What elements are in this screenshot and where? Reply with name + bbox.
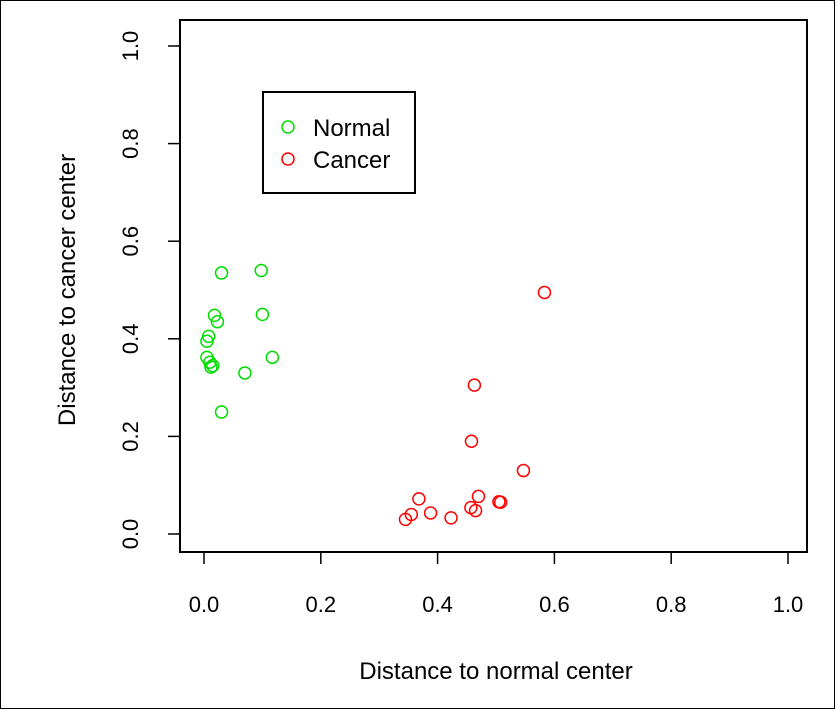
- point-cancer: [444, 511, 458, 525]
- point-normal: [206, 358, 220, 373]
- point-normal: [265, 350, 280, 365]
- legend: Normal Cancer: [262, 91, 416, 194]
- point-cancer: [471, 489, 486, 504]
- point-cancer: [537, 285, 552, 300]
- legend-box: [262, 91, 416, 194]
- y-tick-label: 0.8: [118, 128, 143, 159]
- point-normal: [238, 366, 252, 380]
- x-axis-title: Distance to normal center: [359, 658, 632, 685]
- point-normal: [214, 266, 229, 280]
- y-tick-label: 0.4: [118, 324, 143, 355]
- point-cancer: [516, 463, 531, 478]
- point-normal: [204, 360, 218, 374]
- point-cancer: [467, 378, 482, 392]
- x-tick-label: 0.2: [306, 592, 337, 617]
- legend-marker-normal: [281, 120, 295, 134]
- point-normal: [207, 308, 222, 323]
- point-cancer: [493, 495, 508, 510]
- point-normal: [210, 314, 225, 329]
- point-cancer: [412, 492, 426, 506]
- x-tick-label: 1.0: [773, 592, 804, 617]
- x-axis: 0.0 0.2 0.4 0.6 0.8 1.0: [189, 552, 804, 617]
- legend-marker-cancer: [281, 152, 295, 166]
- y-tick-label: 0.2: [118, 421, 143, 452]
- point-normal: [254, 263, 268, 278]
- y-axis-title: Distance to cancer center: [54, 154, 81, 426]
- y-tick-label: 0.6: [118, 226, 143, 257]
- point-normal: [203, 355, 217, 369]
- x-tick-label: 0.0: [189, 592, 220, 617]
- legend-label-normal: Normal: [313, 115, 390, 142]
- x-tick-label: 0.8: [656, 592, 687, 617]
- point-normal: [200, 334, 214, 348]
- point-cancer: [398, 512, 413, 527]
- point-cancer: [464, 434, 479, 449]
- point-normal: [255, 307, 270, 322]
- point-cancer: [468, 503, 483, 518]
- y-axis: 0.0 0.2 0.4 0.6 0.8 1.0: [118, 31, 180, 550]
- data-points: [200, 263, 552, 527]
- point-cancer: [423, 506, 438, 520]
- x-tick-label: 0.6: [539, 592, 570, 617]
- y-tick-label: 1.0: [118, 31, 143, 62]
- y-tick-label: 0.0: [118, 519, 143, 550]
- plot-area: [179, 19, 808, 553]
- x-tick-label: 0.4: [422, 592, 453, 617]
- point-normal: [214, 405, 229, 419]
- legend-label-cancer: Cancer: [313, 147, 390, 174]
